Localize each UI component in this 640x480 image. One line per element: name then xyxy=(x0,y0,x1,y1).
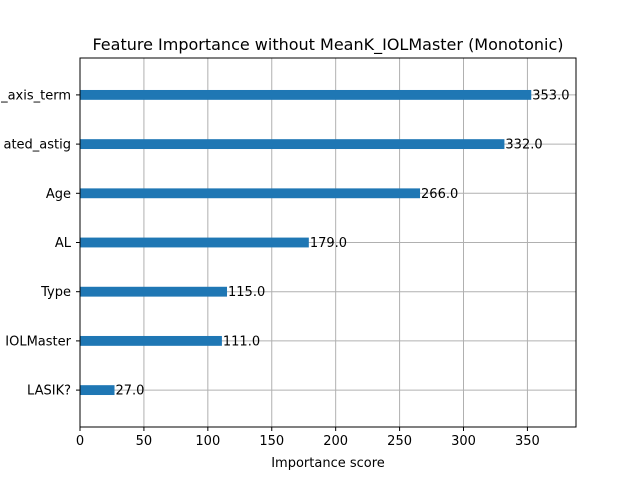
bar-value-label: 179.0 xyxy=(310,236,347,251)
y-tick-label: AL xyxy=(55,236,72,251)
bar-value-label: 27.0 xyxy=(116,384,145,399)
x-tick-label: 150 xyxy=(259,434,284,449)
x-tick-label: 350 xyxy=(515,434,540,449)
bar-value-labels: 27.0 111.0 115.0 179.0 266.0 332.0 353.0 xyxy=(116,88,570,398)
bar-value-label: 266.0 xyxy=(421,187,458,202)
bar-value-label: 353.0 xyxy=(532,88,569,103)
bar xyxy=(80,385,115,396)
x-axis-label: Importance score xyxy=(271,456,385,471)
x-tick-label: 300 xyxy=(451,434,476,449)
x-tick-label: 200 xyxy=(323,434,348,449)
chart-title: Feature Importance without MeanK_IOLMast… xyxy=(92,35,563,55)
x-tick-label: 250 xyxy=(387,434,412,449)
y-axis-ticks: LASIK? IOLMaster Type AL Age ated_astig _axis_… xyxy=(0,88,80,399)
bars xyxy=(80,89,532,396)
bar xyxy=(80,188,421,199)
y-tick-label: _axis_term xyxy=(0,88,71,103)
y-tick-label: Age xyxy=(46,187,71,202)
bar-value-label: 332.0 xyxy=(505,138,542,153)
x-axis-ticks: 0 50 100 150 200 250 300 350 xyxy=(76,427,540,449)
x-tick-label: 100 xyxy=(195,434,220,449)
y-tick-label: IOLMaster xyxy=(5,334,71,349)
bar xyxy=(80,335,222,346)
bar xyxy=(80,139,505,150)
bar xyxy=(80,237,309,248)
bar-value-label: 111.0 xyxy=(223,334,260,349)
y-tick-label: LASIK? xyxy=(27,384,71,399)
bar xyxy=(80,286,228,297)
x-tick-label: 50 xyxy=(136,434,153,449)
x-tick-label: 0 xyxy=(76,434,84,449)
bar-value-label: 115.0 xyxy=(228,285,265,300)
y-tick-label: Type xyxy=(40,285,71,300)
y-tick-label: ated_astig xyxy=(3,138,71,153)
bar xyxy=(80,89,532,100)
